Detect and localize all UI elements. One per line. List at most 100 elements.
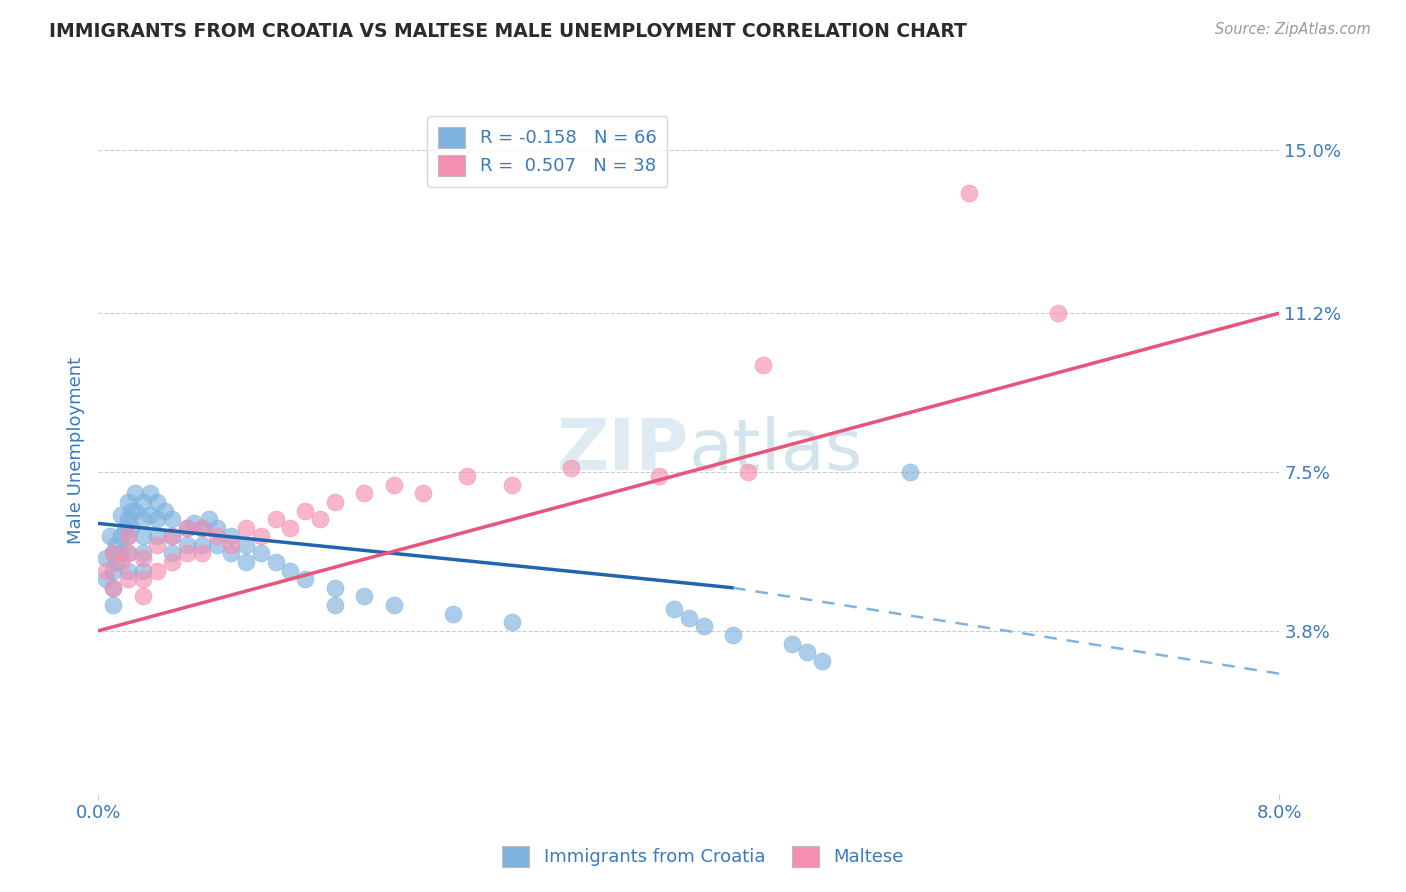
Point bbox=[219, 546, 242, 561]
Point bbox=[176, 521, 198, 535]
Point bbox=[219, 538, 242, 552]
Point bbox=[648, 469, 671, 483]
Point bbox=[176, 521, 198, 535]
Legend: R = -0.158   N = 66, R =  0.507   N = 38: R = -0.158 N = 66, R = 0.507 N = 38 bbox=[427, 116, 668, 186]
Point bbox=[132, 546, 155, 561]
Point bbox=[162, 529, 183, 543]
Point bbox=[264, 555, 287, 569]
Point bbox=[110, 529, 132, 543]
Point bbox=[250, 529, 273, 543]
Point bbox=[117, 495, 139, 509]
Point bbox=[1046, 306, 1069, 320]
Point bbox=[353, 590, 375, 604]
Point bbox=[323, 581, 346, 595]
Point bbox=[146, 564, 169, 578]
Point bbox=[124, 486, 146, 500]
Point bbox=[308, 512, 332, 526]
Point bbox=[235, 538, 257, 552]
Point bbox=[810, 654, 832, 668]
Point bbox=[191, 521, 214, 535]
Point bbox=[205, 538, 228, 552]
Point bbox=[120, 521, 142, 535]
Point bbox=[94, 550, 117, 565]
Point bbox=[183, 516, 205, 531]
Point bbox=[382, 478, 405, 492]
Point bbox=[250, 546, 273, 561]
Point bbox=[98, 529, 121, 543]
Point bbox=[501, 478, 523, 492]
Point bbox=[900, 465, 922, 479]
Point bbox=[94, 564, 117, 578]
Point bbox=[678, 611, 700, 625]
Point bbox=[162, 529, 183, 543]
Point bbox=[162, 546, 183, 561]
Point bbox=[162, 555, 183, 569]
Point bbox=[957, 186, 980, 200]
Point bbox=[132, 564, 155, 578]
Point bbox=[117, 564, 139, 578]
Point bbox=[146, 538, 169, 552]
Text: Source: ZipAtlas.com: Source: ZipAtlas.com bbox=[1215, 22, 1371, 37]
Point bbox=[139, 508, 162, 522]
Point bbox=[120, 503, 142, 517]
Point bbox=[412, 486, 434, 500]
Point bbox=[235, 521, 257, 535]
Point bbox=[132, 550, 155, 565]
Point bbox=[103, 546, 125, 561]
Point bbox=[132, 512, 155, 526]
Point bbox=[219, 529, 242, 543]
Point bbox=[103, 546, 125, 561]
Text: atlas: atlas bbox=[689, 416, 863, 485]
Point bbox=[456, 469, 478, 483]
Point bbox=[162, 512, 183, 526]
Point bbox=[110, 508, 132, 522]
Point bbox=[103, 564, 125, 578]
Point bbox=[693, 619, 716, 633]
Point bbox=[294, 572, 316, 586]
Point bbox=[117, 572, 139, 586]
Point bbox=[117, 529, 139, 543]
Point bbox=[782, 637, 804, 651]
Legend: Immigrants from Croatia, Maltese: Immigrants from Croatia, Maltese bbox=[495, 838, 911, 874]
Point bbox=[110, 555, 132, 569]
Point bbox=[278, 521, 302, 535]
Point bbox=[205, 521, 228, 535]
Point bbox=[382, 598, 405, 612]
Point bbox=[205, 529, 228, 543]
Point bbox=[191, 521, 214, 535]
Point bbox=[103, 598, 125, 612]
Point bbox=[153, 503, 176, 517]
Point bbox=[264, 512, 287, 526]
Point bbox=[278, 564, 302, 578]
Point bbox=[105, 555, 128, 569]
Point bbox=[176, 546, 198, 561]
Point bbox=[664, 602, 686, 616]
Point bbox=[441, 607, 464, 621]
Point bbox=[560, 460, 582, 475]
Point bbox=[353, 486, 375, 500]
Point bbox=[721, 628, 744, 642]
Text: IMMIGRANTS FROM CROATIA VS MALTESE MALE UNEMPLOYMENT CORRELATION CHART: IMMIGRANTS FROM CROATIA VS MALTESE MALE … bbox=[49, 22, 967, 41]
Point bbox=[191, 546, 214, 561]
Point bbox=[146, 495, 169, 509]
Point bbox=[124, 503, 146, 517]
Point bbox=[294, 503, 316, 517]
Point bbox=[146, 512, 169, 526]
Point bbox=[737, 465, 759, 479]
Point bbox=[132, 495, 155, 509]
Point bbox=[117, 546, 139, 561]
Point bbox=[323, 495, 346, 509]
Point bbox=[796, 645, 818, 659]
Point bbox=[132, 529, 155, 543]
Point bbox=[117, 512, 139, 526]
Point bbox=[751, 358, 773, 372]
Point bbox=[139, 486, 162, 500]
Point bbox=[117, 546, 139, 561]
Point bbox=[146, 529, 169, 543]
Point bbox=[235, 555, 257, 569]
Point bbox=[103, 581, 125, 595]
Point bbox=[191, 538, 214, 552]
Point bbox=[132, 572, 155, 586]
Point bbox=[114, 521, 136, 535]
Point bbox=[198, 512, 221, 526]
